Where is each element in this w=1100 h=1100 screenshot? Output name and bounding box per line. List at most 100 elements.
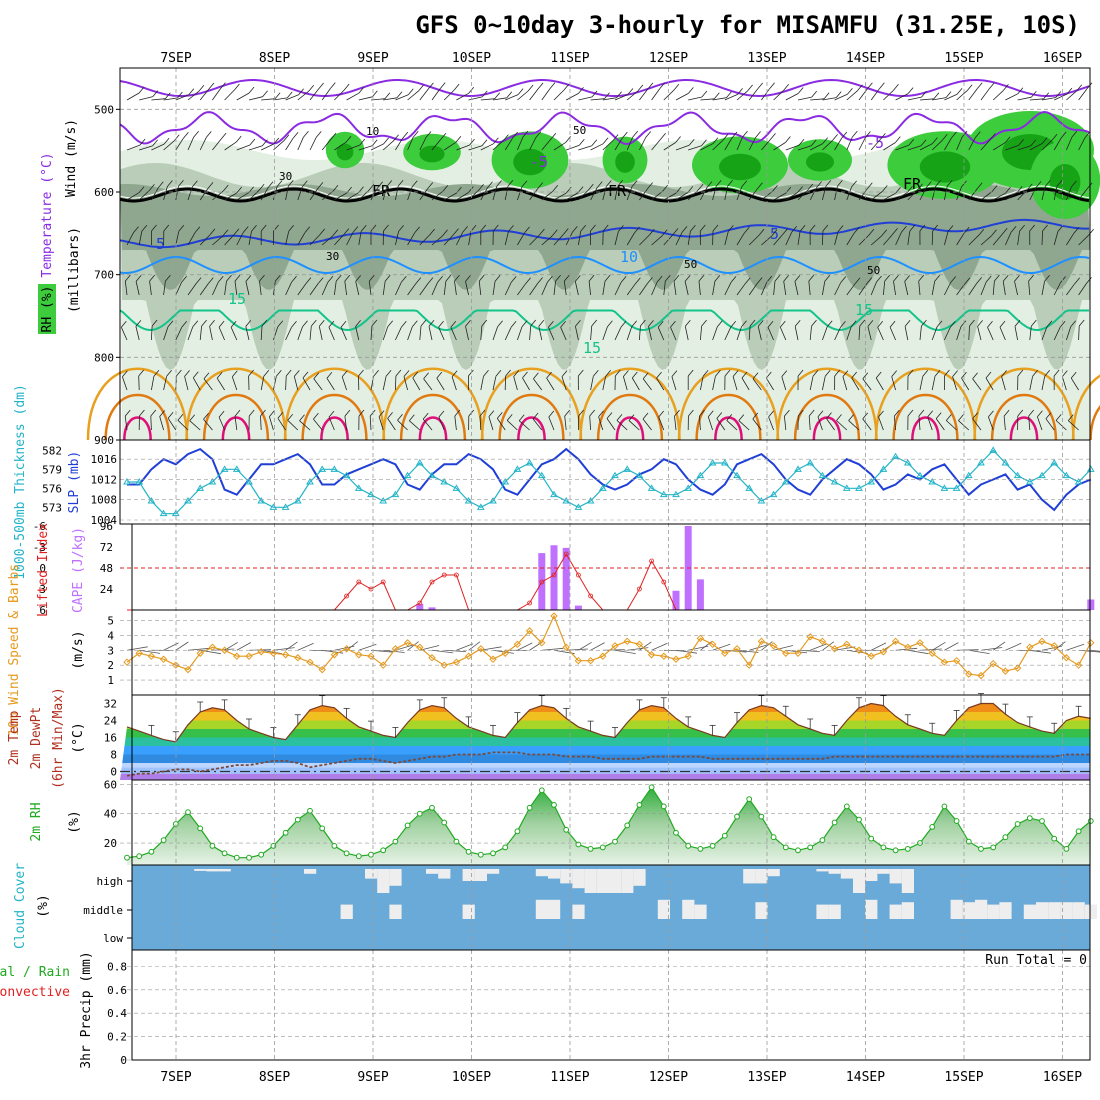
wind-barb-flag (248, 409, 255, 417)
wind-barb (370, 187, 379, 201)
wind-barb-flag (961, 130, 968, 138)
wind-barb (334, 281, 337, 296)
wind-barb (675, 232, 683, 246)
wind-barb (944, 137, 952, 151)
wind-barb-flag (921, 90, 927, 98)
wind-barb (673, 281, 677, 296)
wind-barb-flag (503, 134, 509, 141)
label-minmax: (6hr Min/Max) (51, 687, 66, 789)
wind-barb (626, 186, 633, 201)
wind10m-barb (992, 641, 1006, 651)
wind-barb (851, 377, 860, 391)
wind-barb-flag (267, 181, 274, 189)
cloud-high-gap (596, 869, 609, 893)
wind-barb (968, 234, 980, 246)
wind-barb-flag (811, 90, 818, 98)
wind-barb-flag (771, 229, 778, 237)
wind-barb (1014, 281, 1018, 296)
temp-contour-label-5: 5 (156, 235, 165, 253)
wind-barb (588, 281, 591, 296)
wind-barb (675, 93, 689, 101)
wind-barb-flag (960, 320, 967, 327)
wind-barb-flag (263, 369, 270, 377)
wind-barb-flag (242, 226, 249, 233)
wind-barb (236, 144, 251, 151)
cloud-mid-gap (975, 899, 988, 919)
wind-barb-flag (524, 226, 530, 234)
wind-barb-flag (578, 87, 584, 94)
wind-barb (671, 376, 677, 391)
wind-barb-flag (741, 320, 747, 327)
wind-barb-flag (589, 409, 596, 417)
wind-barb (748, 88, 759, 101)
wind-barb-flag (411, 320, 418, 328)
rh2m-point (160, 837, 167, 843)
wind-barb (741, 377, 750, 391)
wind-barb (980, 139, 991, 151)
wind-barb (454, 416, 457, 431)
rh-moist-core (419, 145, 445, 163)
wind-barb (346, 232, 354, 246)
thickness-point (952, 484, 961, 491)
wind-barb (218, 416, 225, 431)
wind-barb-flag (328, 410, 335, 418)
wind-barb-flag (450, 320, 457, 328)
wind-barb-flag (701, 90, 708, 98)
wind-barb-flag (455, 136, 462, 143)
wind-barb-flag (195, 277, 202, 284)
wind-barb-flag (386, 180, 393, 187)
wind-barb-flag (797, 87, 804, 94)
wind-barb-flag (393, 134, 399, 141)
wind-barb (1053, 231, 1059, 246)
wind-barb (175, 231, 180, 246)
wind-barb (628, 420, 640, 431)
wind-barb (199, 234, 211, 246)
wind-barb (779, 326, 787, 341)
wind-barb (651, 281, 658, 296)
wind-barb (846, 326, 852, 341)
wind-barb (529, 88, 539, 101)
wind-barb-flag (807, 183, 814, 191)
wind-barb-flag (730, 321, 737, 328)
wind-barb-flag (139, 138, 146, 146)
wind-barb (736, 232, 745, 246)
wind10m-barb (297, 642, 314, 651)
label-precip-conv: Convective (0, 985, 70, 1000)
wind-barb (688, 96, 702, 101)
wind-barb (1066, 136, 1073, 151)
wind10m-point (391, 645, 400, 653)
wind-barb (175, 327, 183, 341)
wind-barb-flag (422, 412, 429, 420)
wind-barb (285, 137, 294, 151)
wind-barb (478, 281, 482, 296)
wind-barb-flag (378, 410, 385, 417)
wind-barb (956, 90, 968, 101)
wind-barb-flag (397, 414, 403, 421)
wind-barb-flag (262, 139, 268, 147)
wind10m-point (684, 652, 692, 660)
wind-barb-flag (632, 130, 639, 138)
wind-barb (212, 88, 221, 101)
wind-barb (382, 326, 389, 341)
wind10m-point (757, 637, 766, 646)
rh-legend-swatch (38, 284, 56, 334)
wind-barb-flag (647, 277, 653, 284)
wind-barb (451, 376, 457, 391)
wind-barb (895, 93, 909, 101)
wind-barb-flag (991, 185, 998, 192)
wind10m-barb (931, 641, 946, 651)
wind-barb-flag (840, 321, 846, 328)
wind-barb-flag (564, 409, 571, 417)
rh-tick-label: 20 (104, 837, 117, 850)
wind-barb-flag (151, 224, 157, 232)
wind-barb (589, 415, 591, 431)
lifted-index-point (441, 572, 447, 578)
wind-barb-flag (164, 92, 171, 99)
rh2m-point (904, 846, 911, 852)
thickness-point (647, 484, 656, 491)
wind-barb (321, 235, 334, 246)
wind-barb (419, 234, 430, 246)
thickness-point (245, 478, 253, 485)
wind-barb-flag (233, 228, 240, 235)
wind-barb (724, 137, 733, 151)
